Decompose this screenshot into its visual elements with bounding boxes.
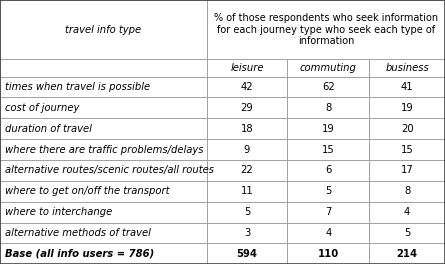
Text: cost of journey: cost of journey	[5, 103, 80, 113]
Bar	[0, 243, 207, 264]
Text: 594: 594	[236, 249, 258, 259]
Bar	[0, 160, 207, 181]
Bar	[207, 243, 287, 264]
Text: business: business	[385, 63, 429, 73]
Text: 5: 5	[404, 228, 410, 238]
Text: 29: 29	[241, 103, 253, 113]
Text: 41: 41	[401, 82, 413, 92]
Bar	[0, 139, 207, 160]
Text: 6: 6	[325, 166, 332, 175]
Text: 5: 5	[325, 186, 332, 196]
Bar	[369, 202, 445, 223]
Text: times when travel is possible: times when travel is possible	[5, 82, 150, 92]
Text: where there are traffic problems/delays: where there are traffic problems/delays	[5, 145, 204, 154]
Text: 15: 15	[322, 145, 335, 154]
Text: 8: 8	[404, 186, 410, 196]
Bar	[369, 139, 445, 160]
Bar	[207, 223, 287, 243]
Text: 15: 15	[401, 145, 413, 154]
Bar	[207, 77, 287, 97]
Text: 4: 4	[325, 228, 332, 238]
Text: 110: 110	[318, 249, 339, 259]
Text: travel info type: travel info type	[65, 25, 142, 35]
Text: 9: 9	[244, 145, 250, 154]
Bar	[287, 59, 369, 77]
Bar	[287, 223, 369, 243]
Text: alternative routes/scenic routes/all routes: alternative routes/scenic routes/all rou…	[5, 166, 214, 175]
Bar	[369, 77, 445, 97]
Bar	[287, 202, 369, 223]
Bar	[207, 0, 445, 59]
Text: 7: 7	[325, 207, 332, 217]
Bar	[0, 0, 207, 59]
Bar	[207, 160, 287, 181]
Bar	[369, 223, 445, 243]
Bar	[207, 202, 287, 223]
Text: 17: 17	[401, 166, 413, 175]
Bar	[0, 59, 207, 77]
Text: 3: 3	[244, 228, 250, 238]
Text: % of those respondents who seek information
for each journey type who seek each : % of those respondents who seek informat…	[214, 13, 438, 46]
Bar	[369, 118, 445, 139]
Bar	[207, 59, 287, 77]
Bar	[207, 97, 287, 118]
Text: alternative methods of travel: alternative methods of travel	[5, 228, 151, 238]
Text: 214: 214	[396, 249, 418, 259]
Bar	[287, 160, 369, 181]
Bar	[369, 59, 445, 77]
Bar	[0, 223, 207, 243]
Bar	[287, 97, 369, 118]
Text: 19: 19	[322, 124, 335, 134]
Bar	[369, 181, 445, 202]
Text: 4: 4	[404, 207, 410, 217]
Bar	[369, 97, 445, 118]
Text: duration of travel: duration of travel	[5, 124, 92, 134]
Bar	[287, 118, 369, 139]
Text: 42: 42	[241, 82, 253, 92]
Text: leisure: leisure	[230, 63, 264, 73]
Bar	[0, 181, 207, 202]
Bar	[207, 181, 287, 202]
Bar	[0, 118, 207, 139]
Text: 11: 11	[241, 186, 253, 196]
Text: 8: 8	[325, 103, 332, 113]
Bar	[287, 77, 369, 97]
Text: 5: 5	[244, 207, 250, 217]
Bar	[369, 160, 445, 181]
Bar	[0, 202, 207, 223]
Text: 19: 19	[401, 103, 413, 113]
Bar	[207, 118, 287, 139]
Text: 22: 22	[241, 166, 253, 175]
Bar	[369, 243, 445, 264]
Bar	[287, 181, 369, 202]
Text: Base (all info users = 786): Base (all info users = 786)	[5, 249, 154, 259]
Bar	[0, 97, 207, 118]
Text: 20: 20	[401, 124, 413, 134]
Text: where to interchange: where to interchange	[5, 207, 113, 217]
Text: where to get on/off the transport: where to get on/off the transport	[5, 186, 170, 196]
Bar	[287, 139, 369, 160]
Text: 18: 18	[241, 124, 253, 134]
Text: commuting: commuting	[300, 63, 356, 73]
Bar	[207, 139, 287, 160]
Bar	[0, 77, 207, 97]
Bar	[287, 243, 369, 264]
Text: 62: 62	[322, 82, 335, 92]
